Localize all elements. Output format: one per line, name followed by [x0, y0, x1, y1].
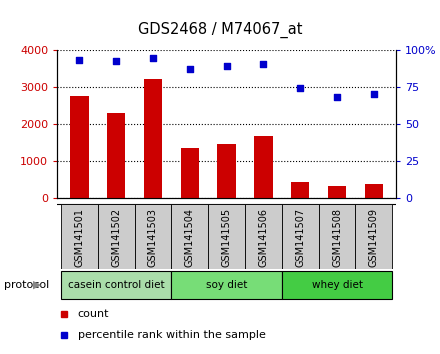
Bar — [282, 204, 319, 269]
Bar — [328, 186, 346, 198]
Point — [186, 66, 193, 72]
Bar — [291, 182, 309, 198]
Bar — [70, 96, 88, 198]
Bar — [180, 148, 199, 198]
Text: soy diet: soy diet — [206, 280, 247, 290]
Bar — [356, 204, 392, 269]
Point — [223, 63, 230, 69]
Text: GSM141508: GSM141508 — [332, 208, 342, 267]
Text: protocol: protocol — [4, 280, 50, 290]
Text: GSM141504: GSM141504 — [185, 208, 195, 267]
Point — [76, 57, 83, 63]
Text: GDS2468 / M74067_at: GDS2468 / M74067_at — [138, 22, 302, 38]
Text: GSM141501: GSM141501 — [74, 208, 84, 267]
Bar — [245, 204, 282, 269]
Point — [334, 94, 341, 100]
Text: GSM141505: GSM141505 — [222, 208, 231, 267]
Text: GSM141509: GSM141509 — [369, 208, 379, 267]
Bar — [254, 136, 273, 198]
Bar — [282, 271, 392, 299]
Point — [370, 91, 378, 97]
Bar — [135, 204, 171, 269]
Text: count: count — [77, 309, 109, 319]
Bar — [208, 204, 245, 269]
Text: GSM141503: GSM141503 — [148, 208, 158, 267]
Text: GSM141506: GSM141506 — [258, 208, 268, 267]
Text: percentile rank within the sample: percentile rank within the sample — [77, 330, 265, 341]
Bar — [61, 204, 98, 269]
Bar — [365, 184, 383, 198]
Bar — [107, 113, 125, 198]
Point — [297, 85, 304, 91]
Bar — [217, 144, 236, 198]
Bar — [144, 79, 162, 198]
Bar — [171, 204, 208, 269]
Bar — [319, 204, 356, 269]
Bar — [61, 271, 171, 299]
Point — [113, 59, 120, 64]
Point — [260, 62, 267, 67]
Text: GSM141502: GSM141502 — [111, 208, 121, 267]
Text: GSM141507: GSM141507 — [295, 208, 305, 267]
Point — [150, 56, 157, 61]
Text: ▶: ▶ — [33, 280, 42, 290]
Text: casein control diet: casein control diet — [68, 280, 165, 290]
Bar — [98, 204, 135, 269]
Text: whey diet: whey diet — [312, 280, 363, 290]
Bar — [171, 271, 282, 299]
